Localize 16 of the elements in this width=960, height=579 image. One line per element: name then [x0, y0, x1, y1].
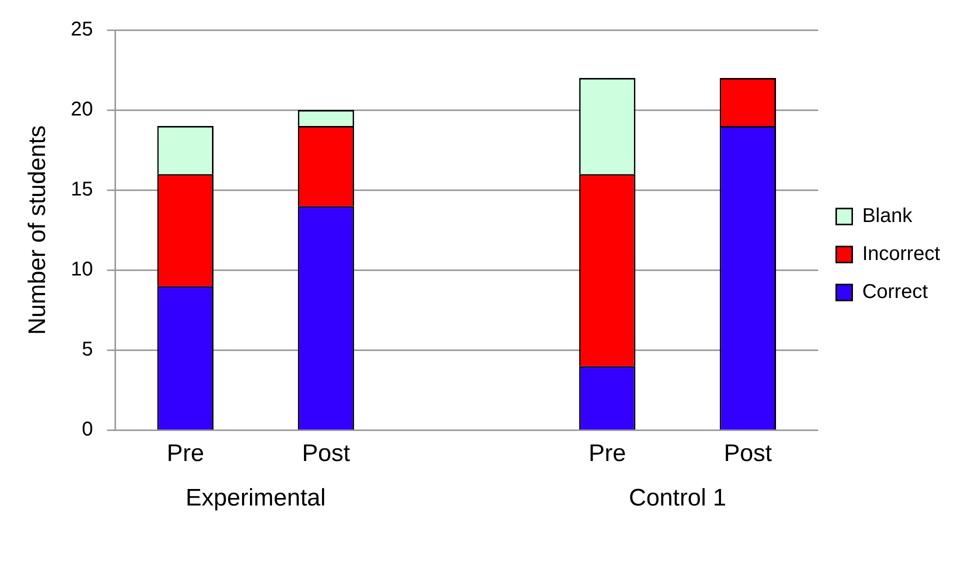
x-tick-label: Pre: [588, 440, 626, 468]
y-tick-label: 0: [82, 418, 94, 441]
legend-label: Incorrect: [862, 243, 940, 266]
text: Control 1: [628, 484, 726, 512]
y-tick-label: 25: [70, 18, 94, 41]
text: Experimental: [186, 484, 326, 512]
y-tick-label: 20: [70, 98, 94, 121]
y-tick-label: 15: [70, 178, 94, 201]
x-tick-label: Post: [302, 440, 350, 468]
x-tick-label: Pre: [166, 440, 204, 468]
x-tick-label: Post: [724, 440, 772, 468]
legend-label: Correct: [862, 281, 928, 304]
legend-label: Blank: [862, 205, 914, 228]
y-tick-label: 10: [70, 258, 94, 281]
y-tick-label: 5: [82, 338, 94, 361]
y-axis-title: Number of students: [24, 125, 52, 335]
